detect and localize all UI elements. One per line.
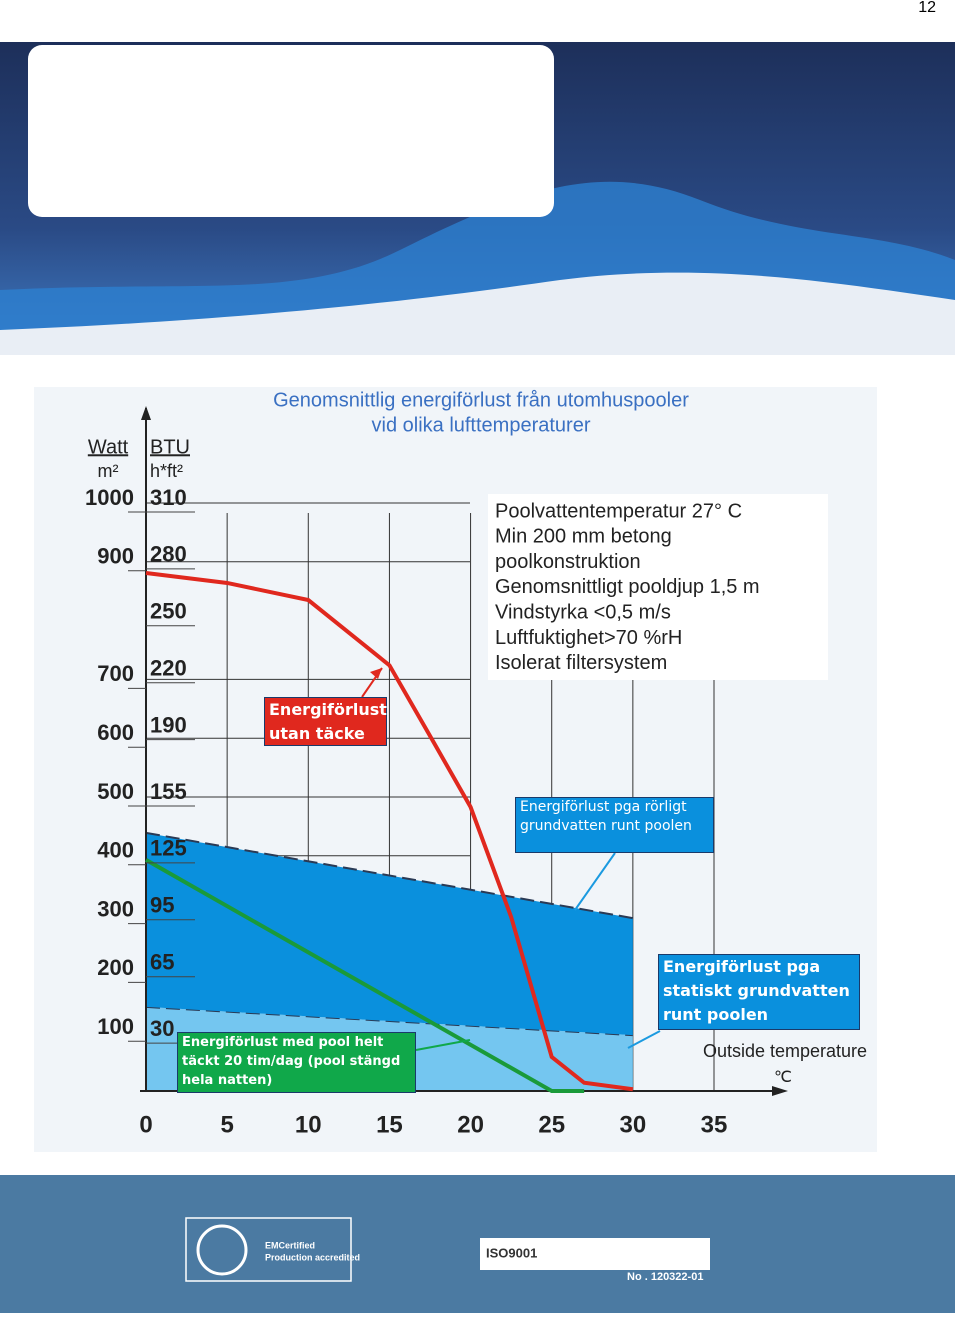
y2-tick-label: 30 [150,1016,174,1041]
y2-tick-label: 220 [150,656,187,681]
y2-tick-label: 280 [150,542,187,567]
note-line: Genomsnittligt pooldjup 1,5 m [495,576,760,598]
y-axis-unit: m² [98,461,119,481]
y2-tick-label: 155 [150,779,187,804]
note-line: Poolvattentemperatur 27° C [495,500,742,522]
y-tick-label: 400 [97,838,134,863]
header-wave-light [0,272,955,355]
x-axis-unit: ℃ [774,1069,792,1086]
y-axis-label: Watt [88,436,129,458]
chart-title: Genomsnittlig energiförlust från utomhus… [273,389,689,411]
badge-frame [480,1238,710,1270]
footer-band [0,1175,955,1313]
x-tick-label: 20 [457,1111,484,1138]
x-tick-label: 25 [538,1111,565,1138]
x-tick-label: 15 [376,1111,403,1138]
chart-title: vid olika lufttemperaturer [372,414,591,436]
leader-line [627,1030,661,1049]
header-panel [28,45,554,217]
series-line [145,570,634,1092]
x-tick-label: 0 [139,1111,152,1138]
y2-axis-unit: h*ft² [150,461,183,481]
x-tick-label: 5 [220,1111,233,1138]
series-label: Energiförlust pga rörligt grundvatten ru… [515,797,714,853]
badge-logo [196,1224,248,1276]
y2-tick-label: 250 [150,599,187,624]
y-tick-label: 600 [97,720,134,745]
y-tick-label: 700 [97,661,134,686]
y-tick-label: 1000 [85,485,134,510]
x-axis-label: Outside temperature [703,1041,867,1061]
y-tick-label: 500 [97,779,134,804]
series-line [145,858,585,1093]
y2-tick-label: 95 [150,893,174,918]
leader-arrow [370,668,382,679]
y2-axis-label: BTU [150,436,190,458]
y2-tick-label: 190 [150,712,187,737]
series-label: Energiförlust med pool helt täckt 20 tim… [177,1032,416,1093]
x-tick-label: 35 [701,1111,728,1138]
y-axis-arrow [141,406,151,420]
series-label: Energiförlust pga statiskt grundvatten r… [658,954,860,1030]
leader-line [415,1039,471,1051]
x-tick-label: 30 [620,1111,647,1138]
x-tick-label: 10 [295,1111,322,1138]
area-edge [145,831,634,920]
area [146,832,633,1036]
note-line: Luftfuktighet>70 %rH [495,627,682,649]
y-tick-label: 900 [97,544,134,569]
y-tick-label: 300 [97,896,134,921]
y-tick-label: 200 [97,955,134,980]
y2-tick-label: 125 [150,836,187,861]
y2-tick-label: 65 [150,950,174,975]
badge-text: EMCertified [265,1240,315,1250]
badge-frame [185,1217,352,1282]
badge-text: ISO9001 [486,1245,537,1260]
area-edge [145,1005,633,1037]
page-number: 12 [918,0,936,16]
series-label: Energiförlust utan täcke [264,697,387,746]
note-line: Vindstyrka <0,5 m/s [495,601,671,623]
leader-line [574,852,616,911]
x-axis-arrow [772,1086,788,1096]
badge-text: No . 120322-01 [627,1271,703,1283]
notes-background [488,494,828,680]
y2-tick-label: 310 [150,485,187,510]
badge-text: Production accredited [265,1252,360,1262]
note-line: Isolerat filtersystem [495,652,667,674]
note-line: poolkonstruktion [495,551,641,573]
y-tick-label: 100 [97,1014,134,1039]
note-line: Min 200 mm betong [495,526,672,548]
